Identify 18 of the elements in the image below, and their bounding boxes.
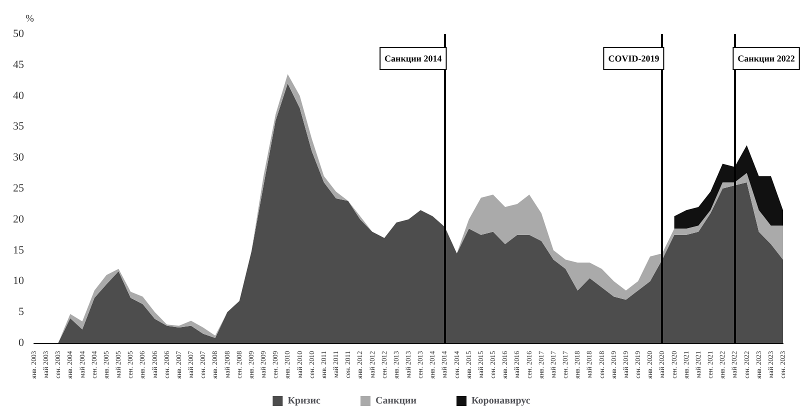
- y-tick-label: 20: [13, 213, 24, 226]
- y-tick-label: 45: [13, 58, 24, 71]
- y-tick-label: 40: [13, 90, 24, 102]
- y-tick-label: 25: [13, 182, 24, 194]
- legend-label: Коронавирус: [472, 396, 531, 406]
- ref-line-label: Санкции 2014: [384, 54, 442, 64]
- legend-label: Кризис: [288, 396, 322, 406]
- y-tick-label: 0: [18, 337, 24, 349]
- ref-line-label: COVID-2019: [608, 54, 660, 64]
- y-tick-label: 30: [13, 152, 24, 164]
- y-tick-label: 10: [13, 275, 24, 288]
- y-tick-label: 5: [18, 306, 24, 318]
- y-tick-label: 50: [13, 28, 24, 40]
- y-tick-label: 15: [13, 244, 24, 256]
- ref-line-label: Санкции 2022: [738, 54, 796, 64]
- y-axis-title: %: [26, 14, 34, 24]
- y-tick-label: 35: [13, 120, 24, 133]
- legend-label: Санкции: [375, 396, 417, 406]
